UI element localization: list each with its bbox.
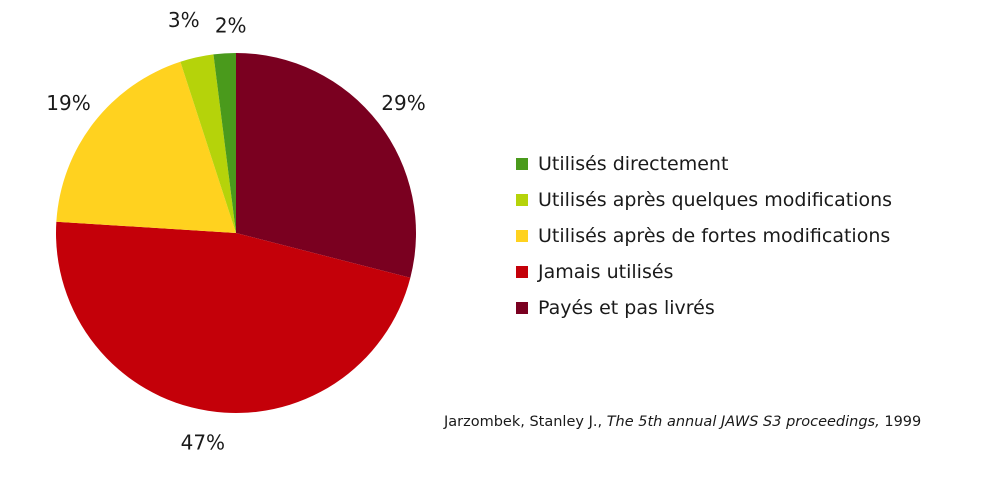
- legend-swatch: [516, 230, 528, 242]
- pie-value-label-1: 3%: [168, 8, 200, 32]
- legend-item: Utilisés directement: [516, 146, 892, 182]
- legend-label: Jamais utilisés: [538, 261, 673, 283]
- pie-value-label-0: 2%: [215, 13, 247, 37]
- pie-value-label-2: 19%: [46, 91, 90, 115]
- legend-swatch: [516, 266, 528, 278]
- legend-item: Utilisés après quelques modifications: [516, 182, 892, 218]
- legend-swatch: [516, 302, 528, 314]
- legend-swatch: [516, 194, 528, 206]
- legend: Utilisés directement Utilisés après quelq…: [516, 146, 892, 326]
- legend-item: Utilisés après de fortes modifications: [516, 218, 892, 254]
- legend-label: Utilisés directement: [538, 153, 728, 175]
- legend-item: Jamais utilisés: [516, 254, 892, 290]
- legend-label: Payés et pas livrés: [538, 297, 715, 319]
- legend-label: Utilisés après de fortes modifications: [538, 225, 890, 247]
- citation-year: 1999: [884, 414, 921, 430]
- pie-slices: [56, 53, 416, 413]
- legend-item: Payés et pas livrés: [516, 290, 892, 326]
- legend-label: Utilisés après quelques modifications: [538, 189, 892, 211]
- citation-author: Jarzombek, Stanley J.,: [444, 414, 602, 430]
- pie-value-label-4: 29%: [381, 91, 425, 115]
- citation: Jarzombek, Stanley J., The 5th annual JA…: [444, 414, 921, 430]
- pie-value-label-3: 47%: [181, 430, 225, 454]
- citation-title: The 5th annual JAWS S3 proceedings,: [607, 414, 880, 430]
- legend-swatch: [516, 158, 528, 170]
